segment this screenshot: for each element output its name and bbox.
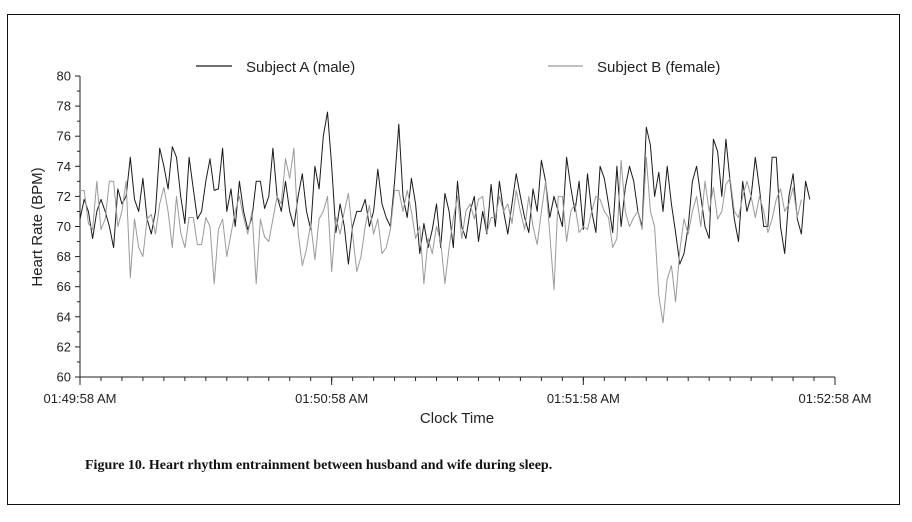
y-tick-label: 70	[57, 219, 71, 234]
y-tick-label: 80	[57, 69, 71, 84]
y-tick-label: 64	[57, 309, 71, 324]
x-tick-label: 01:49:58 AM	[44, 391, 117, 406]
legend: Subject A (male) Subject B (female)	[196, 59, 720, 76]
series-line-subject-b	[80, 147, 802, 324]
y-tick-label: 66	[57, 279, 71, 294]
y-tick-label: 68	[57, 249, 71, 264]
y-tick-label: 76	[57, 129, 71, 144]
series-layer	[79, 111, 811, 324]
figure-caption: Figure 10. Heart rhythm entrainment betw…	[85, 458, 553, 473]
series-line-subject-a	[79, 111, 811, 265]
x-tick-label: 01:50:58 AM	[295, 391, 368, 406]
y-tick-label: 78	[57, 99, 71, 114]
y-tick-label: 62	[57, 339, 71, 354]
legend-label-subject-a: Subject A (male)	[246, 59, 355, 76]
figure-frame	[7, 14, 900, 505]
y-tick-label: 60	[57, 370, 71, 385]
x-tick-label: 01:51:58 AM	[547, 391, 620, 406]
x-axis-label: Clock Time	[420, 410, 494, 427]
x-tick-label: 01:52:58 AM	[799, 391, 872, 406]
axes: 60 62 64 66 68 70 72 74 76 78 80 01:49:58 AM 01:50:5…	[44, 69, 872, 407]
y-axis-label: Heart Rate (BPM)	[29, 167, 46, 286]
legend-label-subject-b: Subject B (female)	[597, 59, 720, 76]
y-tick-label: 74	[57, 159, 71, 174]
heart-rate-chart: Subject A (male) Subject B (female) 60626…	[29, 59, 872, 427]
y-tick-label: 72	[57, 189, 71, 204]
